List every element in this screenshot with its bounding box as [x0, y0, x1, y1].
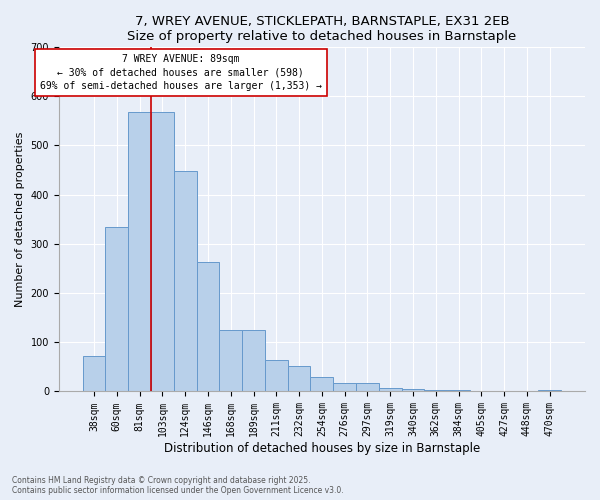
Bar — [197, 262, 220, 392]
Text: Contains HM Land Registry data © Crown copyright and database right 2025.
Contai: Contains HM Land Registry data © Crown c… — [12, 476, 344, 495]
Bar — [174, 171, 197, 392]
Bar — [379, 388, 401, 392]
X-axis label: Distribution of detached houses by size in Barnstaple: Distribution of detached houses by size … — [164, 442, 480, 455]
Bar — [242, 330, 265, 392]
Bar — [128, 112, 151, 392]
Bar — [310, 376, 333, 392]
Bar — [83, 356, 106, 392]
Bar — [106, 226, 128, 392]
Bar — [151, 112, 174, 392]
Bar — [265, 360, 288, 392]
Bar — [220, 330, 242, 392]
Y-axis label: Number of detached properties: Number of detached properties — [15, 132, 25, 307]
Title: 7, WREY AVENUE, STICKLEPATH, BARNSTAPLE, EX31 2EB
Size of property relative to d: 7, WREY AVENUE, STICKLEPATH, BARNSTAPLE,… — [127, 15, 517, 43]
Bar — [333, 382, 356, 392]
Bar — [538, 390, 561, 392]
Text: 7 WREY AVENUE: 89sqm
← 30% of detached houses are smaller (598)
69% of semi-deta: 7 WREY AVENUE: 89sqm ← 30% of detached h… — [40, 54, 322, 90]
Bar — [288, 366, 310, 392]
Bar — [424, 390, 447, 392]
Bar — [447, 390, 470, 392]
Bar — [356, 382, 379, 392]
Bar — [401, 388, 424, 392]
